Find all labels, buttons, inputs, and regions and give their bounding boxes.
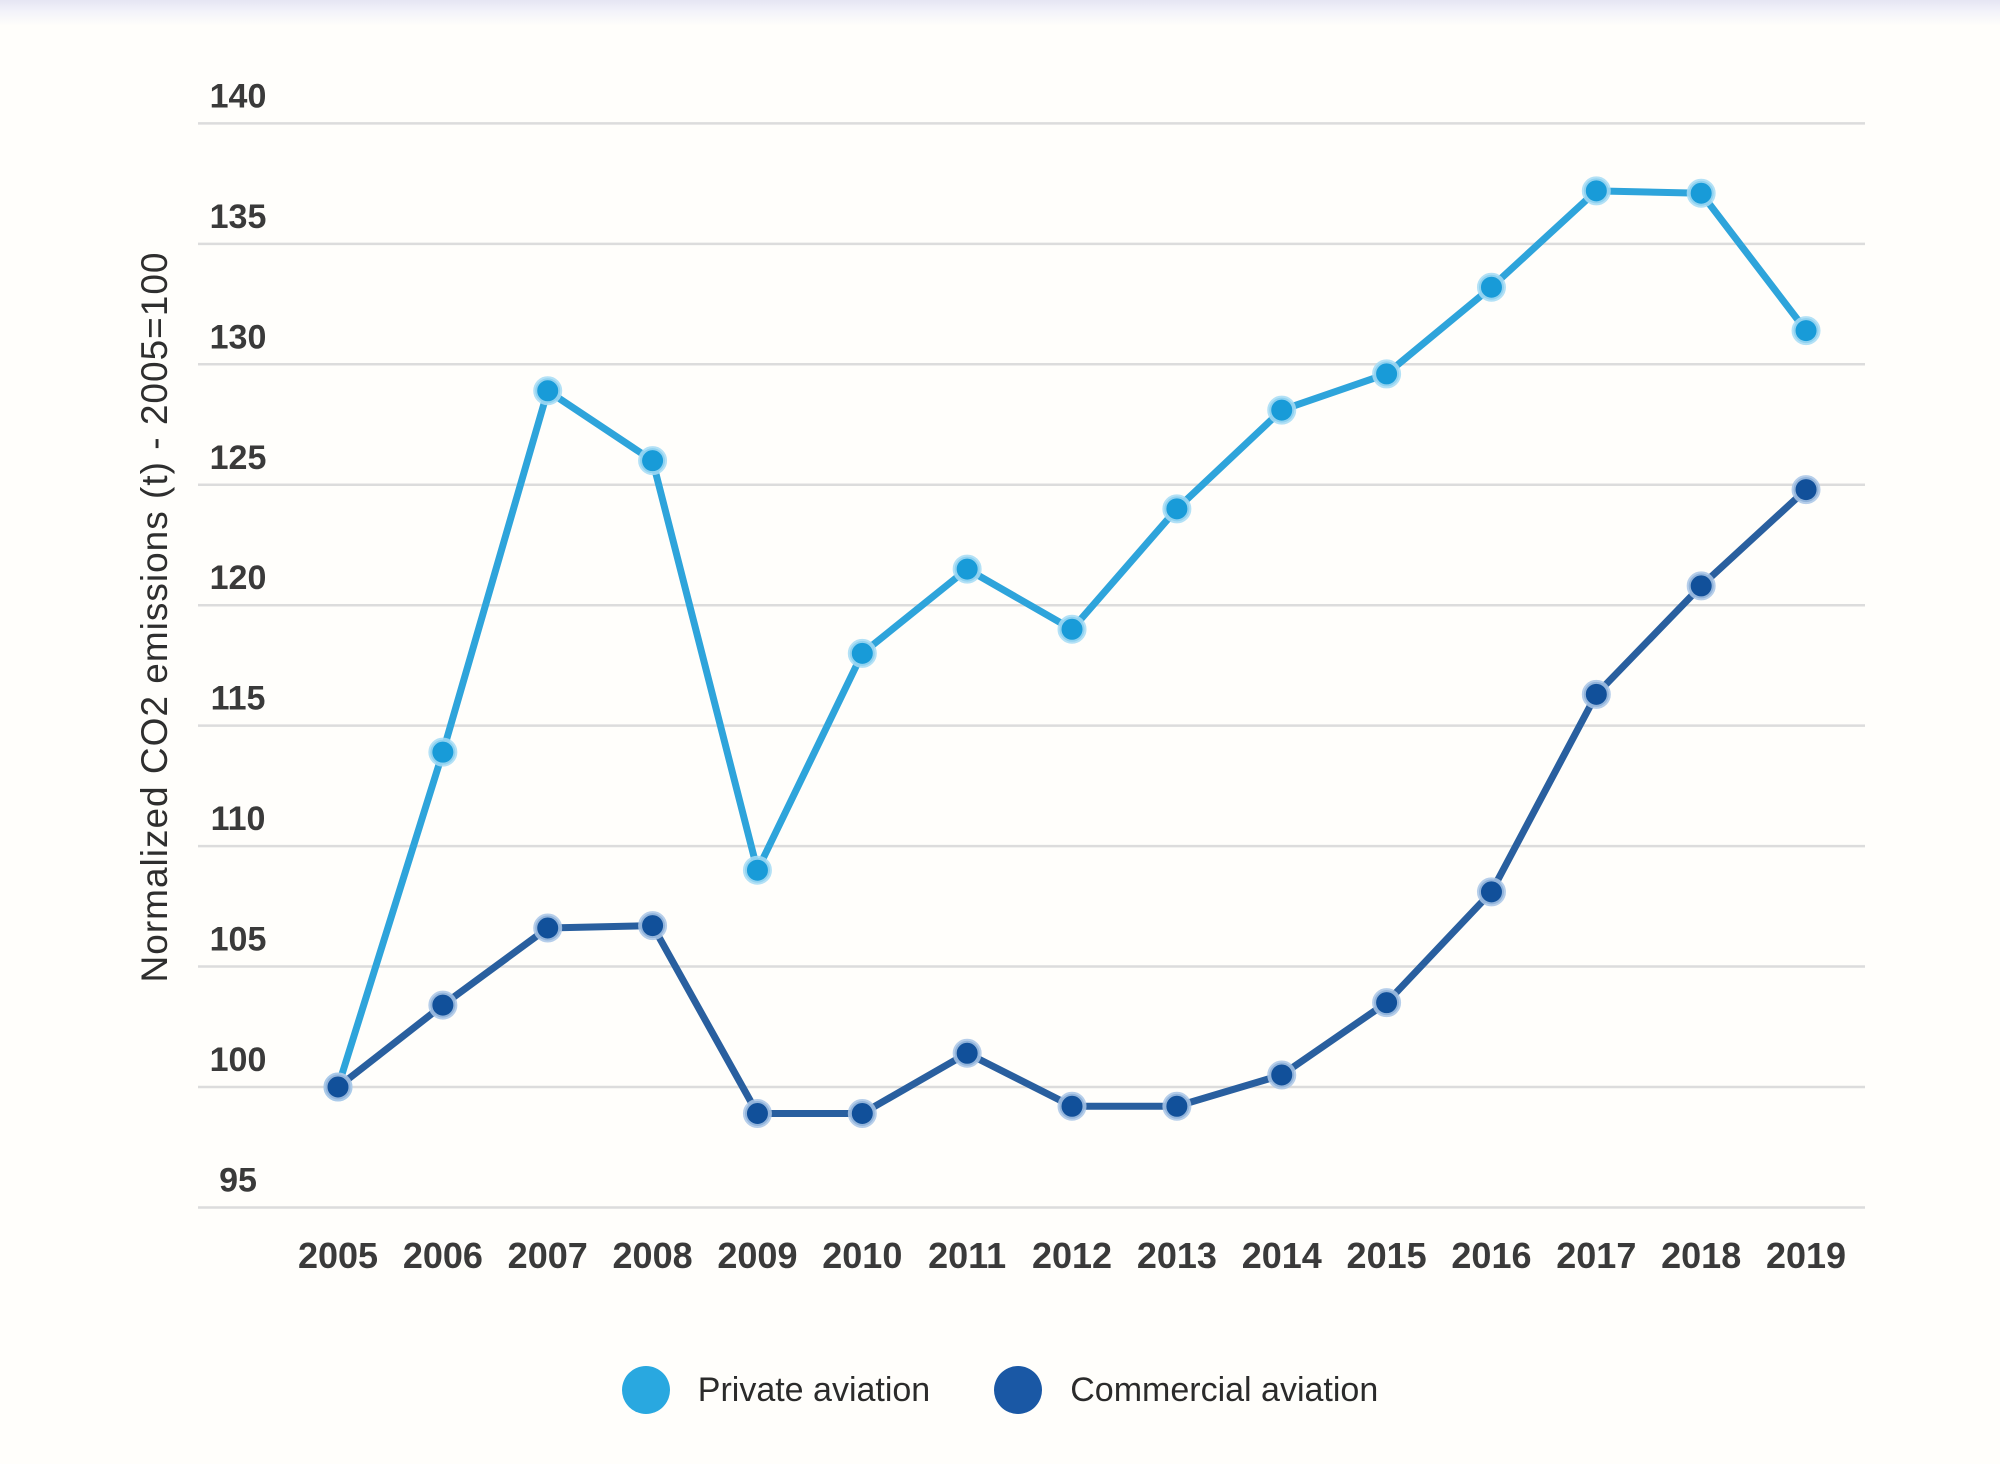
series-line-commercial-aviation: [334, 486, 1810, 1117]
x-tick-label-2013: 2013: [1137, 1235, 1217, 1276]
point-commercial-aviation-2019: [1791, 475, 1821, 505]
x-tick-label-2005: 2005: [298, 1235, 378, 1276]
top-accent-bar: [0, 0, 2000, 26]
point-commercial-aviation-2006: [428, 990, 458, 1020]
point-private-aviation-2011: [952, 554, 982, 584]
y-tick-label-115: 115: [211, 680, 266, 718]
point-private-aviation-2013: [1162, 494, 1192, 524]
point-private-aviation-2016: [1476, 272, 1506, 302]
y-axis-title: Normalized CO2 emissions (t) - 2005=100: [134, 252, 175, 983]
x-tick-label-2008: 2008: [613, 1235, 693, 1276]
point-private-aviation-2006: [428, 737, 458, 767]
point-private-aviation-2014: [1267, 395, 1297, 425]
chart-legend: Private aviation Commercial aviation: [0, 1350, 2000, 1430]
y-tick-label-100: 100: [210, 1041, 267, 1079]
x-tick-label-2011: 2011: [928, 1235, 1006, 1276]
legend-swatch-private-aviation: [621, 1366, 670, 1414]
legend-swatch-commercial-aviation: [994, 1366, 1043, 1414]
point-commercial-aviation-2016: [1476, 877, 1506, 907]
point-private-aviation-2012: [1057, 614, 1087, 644]
legend-item-commercial-aviation: Commercial aviation: [994, 1366, 1378, 1414]
point-commercial-aviation-2008: [638, 911, 668, 941]
legend-item-private-aviation: Private aviation: [621, 1366, 931, 1414]
y-tick-label-125: 125: [210, 439, 267, 477]
point-commercial-aviation-2018: [1686, 571, 1716, 601]
point-commercial-aviation-2017: [1581, 679, 1611, 709]
point-private-aviation-2017: [1581, 176, 1611, 206]
x-tick-label-2007: 2007: [508, 1235, 588, 1276]
y-tick-label-130: 130: [210, 318, 267, 356]
x-tick-label-2014: 2014: [1242, 1235, 1322, 1276]
point-commercial-aviation-2011: [952, 1038, 982, 1068]
x-tick-label-2018: 2018: [1661, 1235, 1741, 1276]
point-commercial-aviation-2009: [742, 1098, 772, 1128]
point-commercial-aviation-2005: [323, 1072, 353, 1102]
legend-label-private-aviation: Private aviation: [697, 1370, 931, 1409]
point-commercial-aviation-2014: [1267, 1060, 1297, 1090]
legend-label-commercial-aviation: Commercial aviation: [1070, 1370, 1379, 1409]
point-private-aviation-2007: [533, 376, 563, 406]
point-private-aviation-2015: [1372, 359, 1402, 389]
point-commercial-aviation-2013: [1162, 1091, 1192, 1121]
x-tick-label-2006: 2006: [403, 1235, 483, 1276]
x-tick-label-2009: 2009: [717, 1235, 797, 1276]
x-tick-label-2017: 2017: [1556, 1235, 1636, 1276]
y-tick-label-95: 95: [219, 1161, 257, 1199]
point-commercial-aviation-2007: [533, 913, 563, 943]
x-tick-label-2015: 2015: [1347, 1235, 1427, 1276]
point-commercial-aviation-2010: [847, 1098, 877, 1128]
point-commercial-aviation-2015: [1372, 988, 1402, 1018]
y-tick-label-120: 120: [210, 559, 267, 597]
x-tick-label-2012: 2012: [1032, 1235, 1112, 1276]
y-tick-label-110: 110: [211, 800, 266, 838]
point-private-aviation-2018: [1686, 178, 1716, 208]
x-tick-label-2016: 2016: [1451, 1235, 1531, 1276]
x-tick-label-2010: 2010: [822, 1235, 902, 1276]
y-tick-label-135: 135: [210, 198, 267, 236]
x-tick-label-2019: 2019: [1766, 1235, 1846, 1276]
point-private-aviation-2010: [847, 638, 877, 668]
point-private-aviation-2009: [742, 855, 772, 885]
y-tick-label-140: 140: [210, 77, 267, 115]
point-private-aviation-2019: [1791, 316, 1821, 346]
point-private-aviation-2008: [638, 446, 668, 476]
y-tick-label-105: 105: [210, 921, 267, 959]
point-commercial-aviation-2012: [1057, 1091, 1087, 1121]
